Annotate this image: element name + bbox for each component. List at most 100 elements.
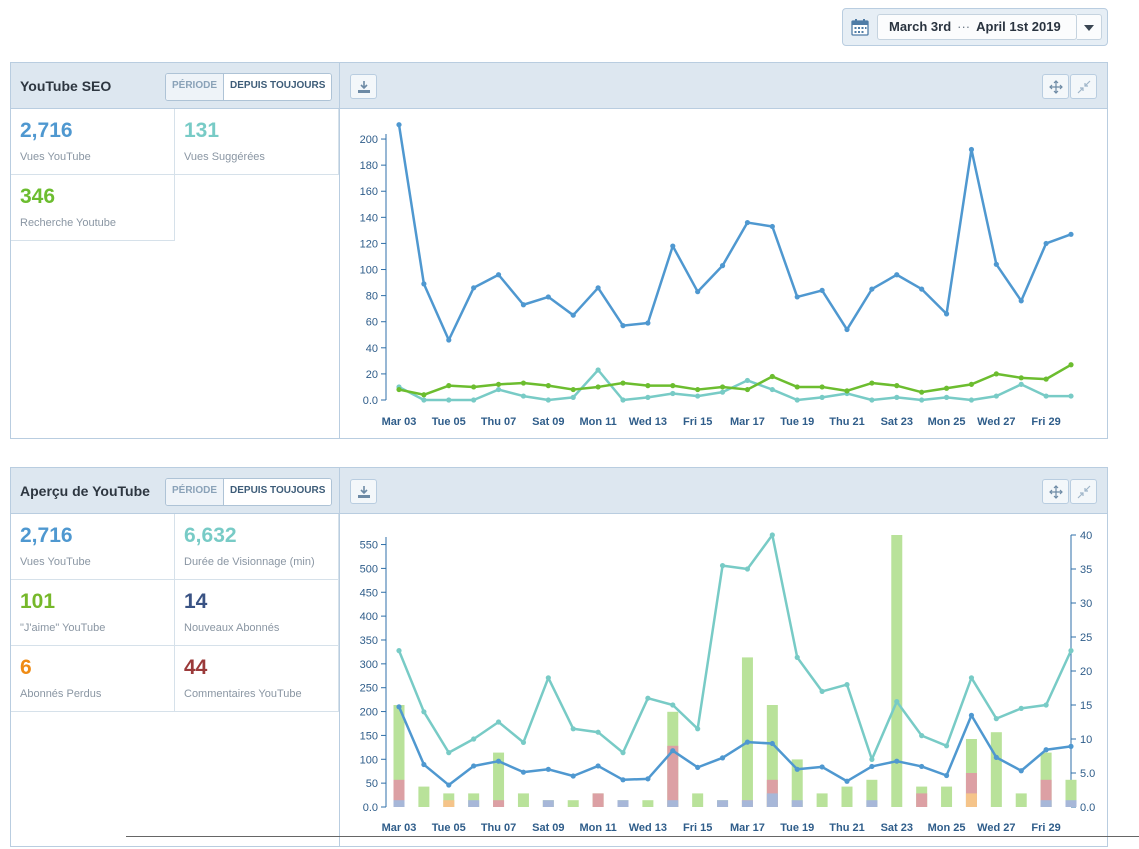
bar-likes <box>841 786 853 807</box>
stat-commentaires: 44 Commentaires YouTube <box>175 646 339 712</box>
stat-label: "J'aime" YouTube <box>20 622 106 634</box>
data-point-views <box>396 704 402 710</box>
stat-value: 6,632 <box>184 524 237 547</box>
data-point-suggested <box>595 367 601 373</box>
data-point-watch_time <box>620 750 626 756</box>
data-point-views <box>819 764 825 770</box>
data-point-views <box>894 272 900 278</box>
compress-icon <box>1077 80 1091 94</box>
data-point-search <box>769 373 775 380</box>
bar-new_subs <box>393 800 405 807</box>
data-point-views <box>446 337 452 343</box>
x-tick-label: Mar 17 <box>730 822 765 834</box>
bar-new_subs <box>468 800 480 807</box>
data-point-suggested <box>645 394 651 400</box>
bar-new_subs <box>717 800 729 807</box>
stat-value: 6 <box>20 656 32 679</box>
x-tick-label: Mar 17 <box>730 416 765 428</box>
x-tick-label: Thu 07 <box>481 822 516 834</box>
data-point-views <box>1043 240 1049 247</box>
series-line-suggested <box>398 368 1071 402</box>
y-tick-label: 180 <box>360 160 378 172</box>
data-point-watch_time <box>645 695 651 701</box>
expand-button[interactable] <box>1042 479 1069 504</box>
y-tick-label: 200 <box>360 134 378 146</box>
y-right-tick-label: 5.0 <box>1080 768 1095 780</box>
data-point-search <box>421 392 427 398</box>
data-point-views <box>645 320 651 326</box>
y-left-tick-label: 50 <box>366 778 378 790</box>
stat-label: Recherche Youtube <box>20 217 117 229</box>
data-point-suggested <box>471 397 477 403</box>
stat-value: 44 <box>184 656 208 679</box>
data-point-views <box>968 712 975 718</box>
data-point-search <box>1018 375 1024 381</box>
data-point-views <box>595 763 601 769</box>
x-tick-label: Mon 25 <box>928 416 966 428</box>
x-tick-label: Fri 15 <box>683 416 712 428</box>
seo-line-chart: 0.0 20 40 60 80 100 120 140 160 180 200 Mar 03 Tue 0… <box>360 122 1074 428</box>
data-point-views <box>520 769 527 775</box>
data-point-watch_time <box>869 756 875 762</box>
x-tick-label: Mon 11 <box>579 822 616 834</box>
data-point-search <box>744 386 751 393</box>
periode-button[interactable]: PÉRIODE <box>166 479 225 505</box>
data-point-views <box>869 286 875 292</box>
periode-button[interactable]: PÉRIODE <box>166 74 225 100</box>
data-point-views <box>819 287 825 293</box>
data-point-search <box>620 380 626 386</box>
download-button[interactable] <box>350 74 377 99</box>
data-point-watch_time <box>570 726 576 732</box>
data-point-suggested <box>670 390 676 397</box>
data-point-search <box>670 383 676 389</box>
data-point-views <box>695 764 701 770</box>
date-range-picker[interactable]: March 3rd ··· April 1st 2019 <box>842 8 1108 46</box>
collapse-button[interactable] <box>1070 479 1097 504</box>
data-point-suggested <box>1018 381 1024 387</box>
data-point-suggested <box>993 393 999 399</box>
data-point-watch_time <box>545 675 551 681</box>
bar-new_subs <box>791 800 803 807</box>
y-right-tick-label: 25 <box>1080 632 1092 644</box>
data-point-views <box>421 761 427 768</box>
bar-likes <box>866 779 878 807</box>
stat-label: Commentaires YouTube <box>184 688 302 700</box>
youtube-overview-panel: Aperçu de YouTube PÉRIODE DEPUIS TOUJOUR… <box>10 467 1108 847</box>
series-line-views <box>397 706 1072 787</box>
y-left-tick-label: 100 <box>360 754 378 766</box>
x-tick-label: Mon 11 <box>579 416 616 428</box>
collapse-button[interactable] <box>1070 74 1097 99</box>
bar-likes <box>816 793 828 807</box>
chevron-down-icon[interactable] <box>1077 14 1102 40</box>
stat-value: 2,716 <box>20 119 73 142</box>
calendar-icon[interactable] <box>851 18 869 36</box>
bar-new_subs <box>667 800 679 807</box>
stat-duree-visionnage: 6,632 Durée de Visionnage (min) <box>175 514 339 580</box>
stat-value: 2,716 <box>20 524 73 547</box>
y-left-tick-label: 550 <box>360 540 378 552</box>
data-point-views <box>968 146 975 153</box>
data-point-watch_time <box>1068 648 1074 654</box>
data-point-views <box>670 243 676 249</box>
stat-label: Abonnés Perdus <box>20 688 102 700</box>
data-point-watch_time <box>993 716 999 722</box>
bar-new_subs <box>741 800 753 807</box>
data-point-watch_time <box>919 733 925 739</box>
data-point-search <box>471 384 477 390</box>
data-point-suggested <box>943 394 950 400</box>
data-point-search <box>595 384 601 390</box>
download-button[interactable] <box>350 479 377 504</box>
data-point-watch_time <box>744 566 751 572</box>
panel-header: YouTube SEO PÉRIODE DEPUIS TOUJOURS <box>11 63 1107 109</box>
data-point-suggested <box>695 393 701 399</box>
y-tick-label: 40 <box>366 343 378 355</box>
data-point-views <box>421 281 427 287</box>
depuis-toujours-button[interactable]: DEPUIS TOUJOURS <box>224 479 332 505</box>
expand-button[interactable] <box>1042 74 1069 99</box>
depuis-toujours-button[interactable]: DEPUIS TOUJOURS <box>224 74 332 100</box>
bar-likes <box>891 535 903 807</box>
y-left-tick-label: 400 <box>360 611 378 623</box>
series-line-search <box>398 363 1072 397</box>
data-point-views <box>670 748 676 754</box>
date-range-field[interactable]: March 3rd ··· April 1st 2019 <box>877 14 1077 40</box>
